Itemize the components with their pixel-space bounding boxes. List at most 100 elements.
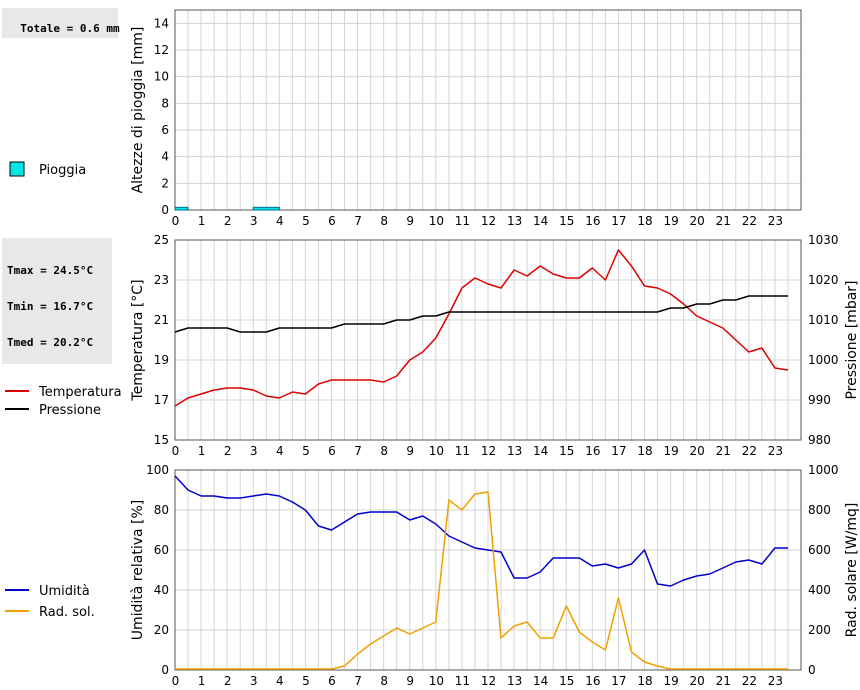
temperature-stats-badge: Tmax = 24.5°C Tmin = 16.7°C Tmed = 20.2°…: [2, 238, 112, 364]
y2-tick-label: 1020: [808, 273, 839, 287]
y2-tick-label: 1030: [808, 233, 839, 247]
x-tick-label: 10: [429, 214, 444, 228]
x-tick-label: 7: [354, 214, 362, 228]
x-tick-label: 9: [406, 444, 414, 458]
x-tick-label: 1: [198, 444, 206, 458]
temperature-pressure-panel: 0 1 2 3 4 5 6 7 8 9 10 11 12 13 14 15 16 17 18 19 20 21 22 2315…: [130, 233, 860, 458]
y-tick-label: 8: [161, 96, 169, 110]
x-tick-label: 12: [481, 214, 496, 228]
x-tick-label: 4: [276, 674, 284, 688]
x-tick-label: 21: [716, 674, 731, 688]
y2-tick-label: 200: [808, 623, 831, 637]
x-tick-label: 9: [406, 674, 414, 688]
x-tick-label: 16: [585, 214, 600, 228]
x-tick-label: 18: [637, 214, 652, 228]
y-tick-label: 21: [154, 313, 169, 327]
x-tick-label: 1: [198, 214, 206, 228]
tmin-text: Tmin = 16.7°C: [7, 300, 94, 313]
x-tick-label: 17: [611, 214, 626, 228]
x-tick-label: 8: [380, 444, 388, 458]
legend-label: Pioggia: [39, 163, 86, 178]
x-tick-label: 3: [250, 444, 258, 458]
x-tick-label: 19: [663, 214, 678, 228]
y2-axis-title: Pressione [mbar]: [844, 280, 860, 399]
y-tick-label: 10: [154, 70, 169, 84]
x-tick-label: 13: [507, 674, 522, 688]
plot-frame: [174, 239, 802, 441]
y2-tick-label: 990: [808, 393, 831, 407]
y-tick-label: 40: [154, 583, 169, 597]
y2-tick-label: 980: [808, 433, 831, 447]
x-tick-label: 15: [559, 444, 574, 458]
y-tick-label: 6: [161, 123, 169, 137]
x-tick-label: 0: [172, 444, 180, 458]
rain-bar: [174, 206, 189, 211]
x-tick-label: 12: [481, 444, 496, 458]
y-tick-label: 12: [154, 43, 169, 57]
x-tick-label: 7: [354, 444, 362, 458]
y-tick-label: 19: [154, 353, 169, 367]
x-tick-label: 2: [224, 444, 232, 458]
x-tick-label: 20: [690, 674, 705, 688]
series-line-temperatura: [174, 249, 789, 407]
x-tick-label: 22: [742, 214, 757, 228]
x-tick-label: 22: [742, 674, 757, 688]
x-tick-label: 11: [455, 674, 470, 688]
x-tick-label: 1: [198, 674, 206, 688]
x-tick-label: 10: [429, 444, 444, 458]
x-tick-label: 6: [328, 444, 336, 458]
y2-tick-label: 1010: [808, 313, 839, 327]
x-tick-label: 23: [768, 214, 783, 228]
x-tick-label: 21: [716, 444, 731, 458]
x-tick-label: 15: [559, 214, 574, 228]
y-tick-label: 4: [161, 150, 169, 164]
y-tick-label: 60: [154, 543, 169, 557]
x-tick-label: 3: [250, 674, 258, 688]
x-tick-label: 11: [455, 444, 470, 458]
series-line-rad-sol: [175, 491, 788, 670]
y-tick-label: 15: [154, 433, 169, 447]
y-tick-label: 80: [154, 503, 169, 517]
x-tick-label: 5: [302, 674, 310, 688]
x-tick-label: 17: [611, 444, 626, 458]
x-tick-label: 21: [716, 214, 731, 228]
x-tick-label: 20: [690, 444, 705, 458]
y2-tick-label: 400: [808, 583, 831, 597]
x-tick-label: 2: [224, 674, 232, 688]
rain-total-badge: Totale = 0.6 mm: [2, 8, 120, 38]
x-tick-label: 2: [224, 214, 232, 228]
y-tick-label: 17: [154, 393, 169, 407]
x-tick-label: 20: [690, 214, 705, 228]
x-tick-label: 13: [507, 214, 522, 228]
x-tick-label: 6: [328, 214, 336, 228]
y-axis-title: Umidità relativa [%]: [130, 500, 146, 641]
tmax-text: Tmax = 24.5°C: [7, 264, 94, 277]
x-tick-label: 6: [328, 674, 336, 688]
x-tick-label: 8: [380, 674, 388, 688]
legend-label: Rad. sol.: [39, 605, 95, 620]
x-tick-label: 23: [768, 674, 783, 688]
legend-label: Umidità: [39, 584, 90, 599]
legend-label: Pressione: [39, 403, 101, 418]
x-tick-label: 5: [302, 444, 310, 458]
series-line-pressione: [174, 295, 788, 333]
legends: Pioggia Temperatura Pressione Umidità Rad. s…: [5, 161, 122, 620]
y-tick-label: 0: [161, 663, 169, 677]
plot-frame: [174, 9, 802, 211]
y-tick-label: 25: [154, 233, 169, 247]
plot-frame: [174, 469, 802, 671]
y-axis-title: Temperatura [°C]: [130, 279, 146, 401]
rain-bar: [252, 206, 280, 211]
y-tick-label: 2: [161, 176, 169, 190]
x-tick-label: 14: [533, 214, 548, 228]
x-tick-label: 0: [172, 214, 180, 228]
y2-tick-label: 0: [808, 663, 816, 677]
tmed-text: Tmed = 20.2°C: [7, 336, 94, 349]
x-tick-label: 10: [429, 674, 444, 688]
x-tick-label: 8: [380, 214, 388, 228]
x-tick-label: 16: [585, 674, 600, 688]
y-tick-label: 0: [161, 203, 169, 217]
x-tick-label: 19: [663, 444, 678, 458]
x-tick-label: 15: [559, 674, 574, 688]
